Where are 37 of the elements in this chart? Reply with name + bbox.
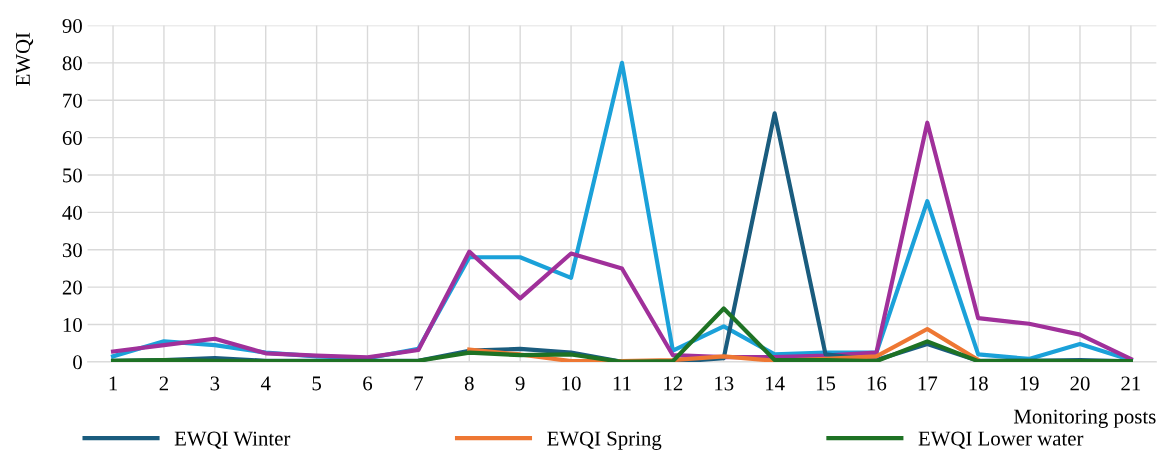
- y-tick-label: 70: [63, 93, 82, 108]
- x-tick-label: 6: [363, 376, 373, 391]
- x-tick-label: 5: [312, 376, 322, 391]
- x-axis-title: Monitoring posts: [1013, 409, 1156, 428]
- y-tick-label: 50: [63, 168, 82, 183]
- x-tick-label: 7: [414, 376, 423, 391]
- x-tick-label: 13: [715, 376, 734, 391]
- y-tick-label: 80: [62, 56, 82, 71]
- x-tick-label: 21: [1121, 376, 1141, 391]
- legend-label: EWQI Winter: [174, 431, 291, 449]
- x-tick-label: 14: [766, 376, 785, 391]
- x-tick-label: 18: [969, 376, 988, 391]
- x-tick-label: 3: [210, 376, 220, 391]
- y-axis-title: EWQI: [15, 32, 34, 86]
- x-tick-label: 19: [1020, 376, 1039, 391]
- y-tick-label: 0: [73, 355, 82, 370]
- legend-label: EWQI Lower water: [918, 431, 1084, 449]
- x-tick-label: 2: [159, 376, 168, 391]
- x-tick-label: 12: [664, 376, 683, 391]
- legend-label: EWQI Spring: [547, 431, 662, 450]
- x-tick-label: 15: [816, 376, 836, 391]
- y-tick-label: 20: [62, 280, 82, 295]
- y-tick-label: 60: [62, 131, 82, 146]
- x-tick-label: 20: [1070, 376, 1090, 391]
- y-tick-label: 40: [62, 205, 82, 220]
- y-tick-label: 30: [62, 243, 82, 258]
- x-tick-label: 8: [464, 376, 474, 391]
- x-tick-label: 9: [515, 376, 525, 391]
- x-tick-label: 4: [260, 376, 271, 391]
- x-tick-label: 1: [109, 376, 117, 391]
- x-tick-label: 17: [918, 376, 938, 391]
- x-tick-label: 10: [562, 376, 581, 391]
- y-tick-label: 90: [62, 18, 82, 33]
- line-series: [110, 306, 1133, 362]
- y-tick-label: 10: [63, 317, 82, 332]
- x-tick-label: 16: [867, 376, 887, 391]
- x-tick-label: 11: [613, 376, 631, 391]
